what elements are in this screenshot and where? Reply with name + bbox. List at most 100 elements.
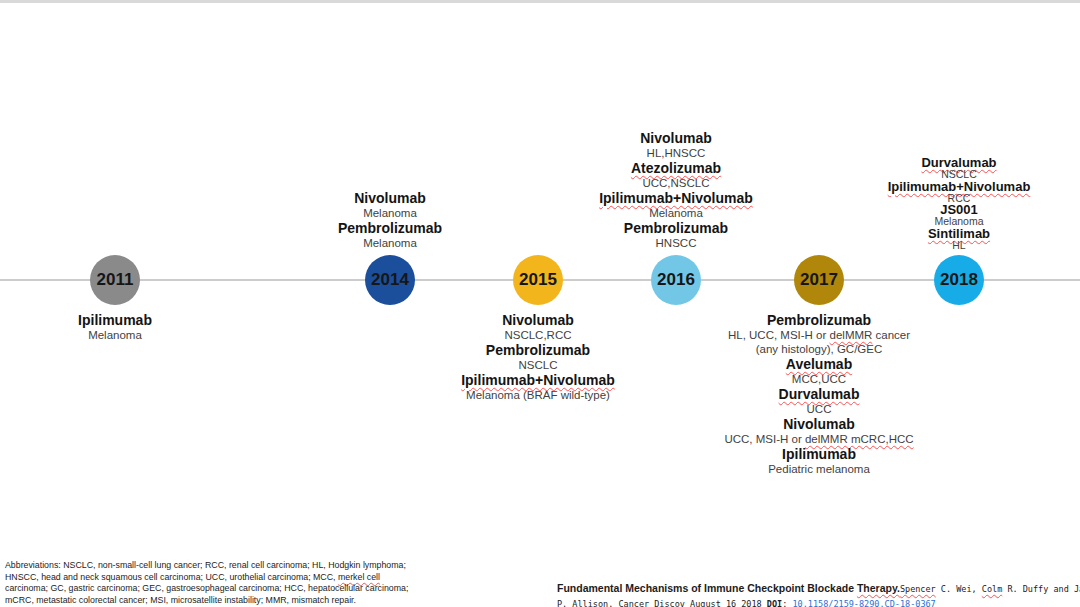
- indication: (any histology), GC/GEC: [724, 342, 913, 356]
- approvals-2011: IpilimumabMelanoma: [78, 312, 152, 342]
- text-segment: MCC,UCC: [792, 373, 846, 385]
- year-marker-2015: 2015: [513, 255, 563, 305]
- drug-name: Ipilimumab: [78, 312, 152, 328]
- abbreviations: Abbreviations: NSCLC, non-small-cell lun…: [5, 560, 408, 607]
- approvals-2016: NivolumabHL,HNSCCAtezolizumabUCC,NSCLCIp…: [599, 130, 753, 250]
- approvals-2014: NivolumabMelanomaPembrolizumabMelanoma: [338, 190, 442, 250]
- drug-name: Atezolizumab: [599, 160, 753, 176]
- text-segment: HNSCC, head and neck squamous cell carci…: [5, 572, 338, 582]
- misspelling-underline: Therapy.: [857, 582, 900, 594]
- abbreviations-line: HNSCC, head and neck squamous cell carci…: [5, 572, 408, 584]
- drug-name: Nivolumab: [461, 312, 615, 328]
- indication: Pediatric melanoma: [724, 462, 913, 476]
- text-segment: Nivolumab: [640, 130, 712, 146]
- indication: HNSCC: [599, 236, 753, 250]
- misspelling-underline: delMMR mCRC,HCC: [805, 433, 914, 445]
- indication: NSCLC,RCC: [461, 328, 615, 342]
- indication: Melanoma: [599, 206, 753, 220]
- drug-name: Nivolumab: [724, 416, 913, 432]
- misspelling-underline: Colm: [982, 584, 1002, 594]
- indication: Melanoma (BRAF wild-type): [461, 388, 615, 402]
- drug-name: Pembrolizumab: [338, 220, 442, 236]
- timeline-canvas: 2011IpilimumabMelanoma2014NivolumabMelan…: [0, 0, 1080, 607]
- text-segment: HL,HNSCC: [647, 147, 706, 159]
- indication: HL: [888, 240, 1031, 251]
- misspelling-underline: Spencer: [900, 584, 936, 594]
- citation-segment: P. Allison. Cancer: [557, 599, 654, 607]
- indication: Melanoma: [78, 328, 152, 342]
- year-marker-2017: 2017: [794, 255, 844, 305]
- indication: UCC,NSCLC: [599, 176, 753, 190]
- text-segment: Pembrolizumab: [486, 342, 590, 358]
- misspelling-underline: Discov: [654, 599, 685, 607]
- drug-name: Nivolumab: [338, 190, 442, 206]
- text-segment: NSCLC: [519, 359, 558, 371]
- text-segment: Nivolumab: [502, 312, 574, 328]
- drug-name: Avelumab: [724, 356, 913, 372]
- misspelling-underline: Ipilimumab+Nivolumab: [461, 372, 615, 388]
- indication: HL,HNSCC: [599, 146, 753, 160]
- drug-name: Durvalumab: [724, 386, 913, 402]
- abbreviations-line: carcinoma; GC, gastric carcinoma; GEC, g…: [5, 583, 408, 595]
- drug-name: Ipilimumab+Nivolumab: [599, 190, 753, 206]
- drug-name: Pembrolizumab: [461, 342, 615, 358]
- drug-name: Pembrolizumab: [599, 220, 753, 236]
- misspelling-underline: merkel cell: [338, 572, 380, 582]
- text-segment: Ipilimumab: [78, 312, 152, 328]
- citation-line: P. Allison. Cancer Discov August 16 2018…: [557, 596, 1080, 607]
- approvals-2017: PembrolizumabHL, UCC, MSI-H or delMMR ca…: [724, 312, 913, 476]
- citation: Fundamental Mechanisms of Immune Checkpo…: [557, 581, 1080, 607]
- citation-segment: August 16 2018: [685, 599, 767, 607]
- drug-name: Nivolumab: [599, 130, 753, 146]
- doi-link[interactable]: 10.1158/2159-8290.CD-18-0367: [792, 599, 935, 607]
- citation-segment: R. Duffy and James: [1002, 584, 1080, 594]
- text-segment: Melanoma (BRAF wild-type): [466, 389, 610, 401]
- citation-line: Fundamental Mechanisms of Immune Checkpo…: [557, 581, 1080, 596]
- indication: UCC: [724, 402, 913, 416]
- text-segment: HL: [952, 239, 965, 251]
- text-segment: Pembrolizumab: [624, 220, 728, 236]
- indication: Melanoma: [338, 236, 442, 250]
- text-segment: UCC,NSCLC: [642, 177, 709, 189]
- text-segment: NSCLC,RCC: [504, 329, 571, 341]
- citation-segment: Fundamental Mechanisms of Immune Checkpo…: [557, 582, 857, 594]
- text-segment: mCRC, metastatic colorectal cancer; MSI,…: [5, 595, 356, 605]
- year-marker-2018: 2018: [934, 255, 984, 305]
- misspelling-underline: Durvalumab: [779, 386, 860, 402]
- text-segment: Nivolumab: [783, 416, 855, 432]
- text-segment: Melanoma: [363, 207, 417, 219]
- text-segment: Pediatric melanoma: [768, 463, 870, 475]
- misspelling-underline: Atezolizumab: [631, 160, 721, 176]
- indication: MCC,UCC: [724, 372, 913, 386]
- drug-name: Ipilimumab+Nivolumab: [461, 372, 615, 388]
- text-segment: Ipilimumab: [782, 446, 856, 462]
- abbreviations-line: Abbreviations: NSCLC, non-small-cell lun…: [5, 560, 408, 572]
- indication: UCC, MSI-H or delMMR mCRC,HCC: [724, 432, 913, 446]
- misspelling-underline: Ipilimumab+Nivolumab: [599, 190, 753, 206]
- text-segment: (any histology), GC/GEC: [756, 343, 883, 355]
- drug-name: Pembrolizumab: [724, 312, 913, 328]
- indication: HL, UCC, MSI-H or delMMR cancer: [724, 328, 913, 342]
- text-segment: UCC, MSI-H or: [724, 433, 805, 445]
- citation-segment: :: [782, 599, 792, 607]
- text-segment: Melanoma: [363, 237, 417, 249]
- approvals-2018: DurvalumabNSCLCIpilimumab+NivolumabRCCJS…: [888, 156, 1031, 250]
- text-segment: Pembrolizumab: [338, 220, 442, 236]
- text-segment: HL, UCC, MSI-H or: [728, 329, 830, 341]
- drug-name: Ipilimumab: [724, 446, 913, 462]
- text-segment: UCC: [807, 403, 832, 415]
- year-marker-2014: 2014: [365, 255, 415, 305]
- year-marker-2016: 2016: [651, 255, 701, 305]
- text-segment: Melanoma: [649, 207, 703, 219]
- indication: Melanoma: [338, 206, 442, 220]
- abbreviations-line: mCRC, metastatic colorectal cancer; MSI,…: [5, 595, 408, 607]
- approvals-2015: NivolumabNSCLC,RCCPembrolizumabNSCLCIpil…: [461, 312, 615, 402]
- citation-segment: C. Wei,: [936, 584, 982, 594]
- text-segment: HNSCC: [656, 237, 697, 249]
- year-marker-2011: 2011: [90, 255, 140, 305]
- text-segment: Pembrolizumab: [767, 312, 871, 328]
- text-segment: carcinoma; GC, gastric carcinoma; GEC, g…: [5, 583, 408, 593]
- text-segment: Melanoma: [88, 329, 142, 341]
- misspelling-underline: delMMR: [830, 329, 873, 341]
- indication: NSCLC: [461, 358, 615, 372]
